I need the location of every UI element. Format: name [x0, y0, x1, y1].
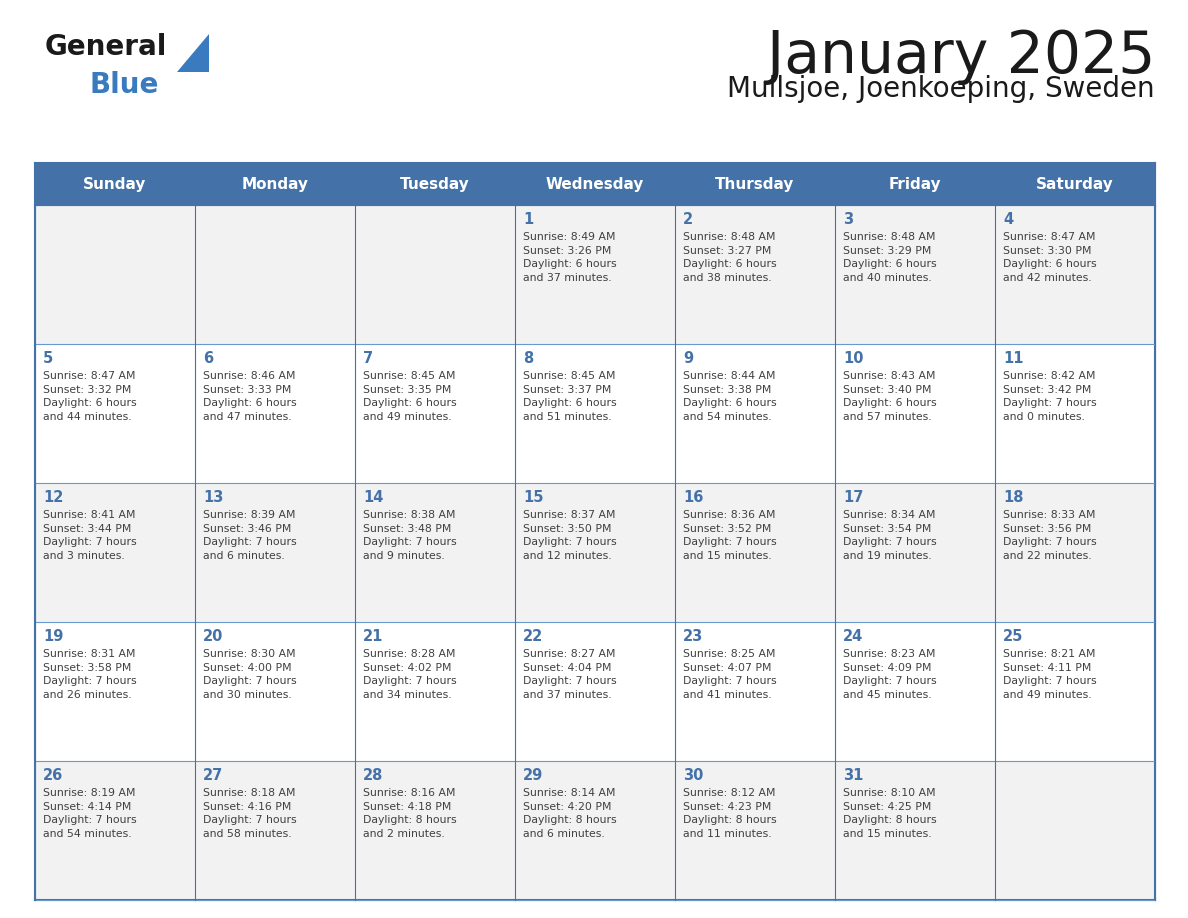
- Text: Sunrise: 8:30 AM
Sunset: 4:00 PM
Daylight: 7 hours
and 30 minutes.: Sunrise: 8:30 AM Sunset: 4:00 PM Dayligh…: [203, 649, 297, 700]
- Text: 12: 12: [43, 490, 63, 505]
- Text: 6: 6: [203, 351, 213, 366]
- Text: Sunrise: 8:44 AM
Sunset: 3:38 PM
Daylight: 6 hours
and 54 minutes.: Sunrise: 8:44 AM Sunset: 3:38 PM Dayligh…: [683, 371, 777, 421]
- Text: Sunrise: 8:39 AM
Sunset: 3:46 PM
Daylight: 7 hours
and 6 minutes.: Sunrise: 8:39 AM Sunset: 3:46 PM Dayligh…: [203, 510, 297, 561]
- Text: 23: 23: [683, 629, 703, 644]
- Text: 30: 30: [683, 768, 703, 783]
- Text: 28: 28: [364, 768, 384, 783]
- Text: 31: 31: [843, 768, 864, 783]
- Text: 26: 26: [43, 768, 63, 783]
- Text: Mullsjoe, Joenkoeping, Sweden: Mullsjoe, Joenkoeping, Sweden: [727, 75, 1155, 103]
- Text: Sunrise: 8:12 AM
Sunset: 4:23 PM
Daylight: 8 hours
and 11 minutes.: Sunrise: 8:12 AM Sunset: 4:23 PM Dayligh…: [683, 788, 777, 839]
- Text: Sunrise: 8:48 AM
Sunset: 3:27 PM
Daylight: 6 hours
and 38 minutes.: Sunrise: 8:48 AM Sunset: 3:27 PM Dayligh…: [683, 232, 777, 283]
- Text: 4: 4: [1003, 212, 1013, 227]
- Text: Sunrise: 8:45 AM
Sunset: 3:35 PM
Daylight: 6 hours
and 49 minutes.: Sunrise: 8:45 AM Sunset: 3:35 PM Dayligh…: [364, 371, 456, 421]
- Text: 21: 21: [364, 629, 384, 644]
- Text: Sunrise: 8:47 AM
Sunset: 3:30 PM
Daylight: 6 hours
and 42 minutes.: Sunrise: 8:47 AM Sunset: 3:30 PM Dayligh…: [1003, 232, 1097, 283]
- Text: Sunday: Sunday: [83, 176, 146, 192]
- Text: Sunrise: 8:31 AM
Sunset: 3:58 PM
Daylight: 7 hours
and 26 minutes.: Sunrise: 8:31 AM Sunset: 3:58 PM Dayligh…: [43, 649, 137, 700]
- Text: 5: 5: [43, 351, 53, 366]
- Text: Sunrise: 8:43 AM
Sunset: 3:40 PM
Daylight: 6 hours
and 57 minutes.: Sunrise: 8:43 AM Sunset: 3:40 PM Dayligh…: [843, 371, 936, 421]
- Text: Sunrise: 8:47 AM
Sunset: 3:32 PM
Daylight: 6 hours
and 44 minutes.: Sunrise: 8:47 AM Sunset: 3:32 PM Dayligh…: [43, 371, 137, 421]
- Text: 3: 3: [843, 212, 853, 227]
- Text: 16: 16: [683, 490, 703, 505]
- Text: Sunrise: 8:48 AM
Sunset: 3:29 PM
Daylight: 6 hours
and 40 minutes.: Sunrise: 8:48 AM Sunset: 3:29 PM Dayligh…: [843, 232, 936, 283]
- Text: Monday: Monday: [241, 176, 309, 192]
- Text: 18: 18: [1003, 490, 1024, 505]
- Text: 9: 9: [683, 351, 693, 366]
- Text: Friday: Friday: [889, 176, 941, 192]
- Text: Wednesday: Wednesday: [545, 176, 644, 192]
- Text: Sunrise: 8:41 AM
Sunset: 3:44 PM
Daylight: 7 hours
and 3 minutes.: Sunrise: 8:41 AM Sunset: 3:44 PM Dayligh…: [43, 510, 137, 561]
- Text: 2: 2: [683, 212, 693, 227]
- Text: Sunrise: 8:33 AM
Sunset: 3:56 PM
Daylight: 7 hours
and 22 minutes.: Sunrise: 8:33 AM Sunset: 3:56 PM Dayligh…: [1003, 510, 1097, 561]
- Text: 7: 7: [364, 351, 373, 366]
- Text: Sunrise: 8:21 AM
Sunset: 4:11 PM
Daylight: 7 hours
and 49 minutes.: Sunrise: 8:21 AM Sunset: 4:11 PM Dayligh…: [1003, 649, 1097, 700]
- Text: Sunrise: 8:19 AM
Sunset: 4:14 PM
Daylight: 7 hours
and 54 minutes.: Sunrise: 8:19 AM Sunset: 4:14 PM Dayligh…: [43, 788, 137, 839]
- Text: Tuesday: Tuesday: [400, 176, 470, 192]
- Bar: [34, 163, 1155, 205]
- Text: Saturday: Saturday: [1036, 176, 1114, 192]
- Text: Sunrise: 8:18 AM
Sunset: 4:16 PM
Daylight: 7 hours
and 58 minutes.: Sunrise: 8:18 AM Sunset: 4:16 PM Dayligh…: [203, 788, 297, 839]
- Text: Sunrise: 8:16 AM
Sunset: 4:18 PM
Daylight: 8 hours
and 2 minutes.: Sunrise: 8:16 AM Sunset: 4:18 PM Dayligh…: [364, 788, 456, 839]
- Text: Sunrise: 8:27 AM
Sunset: 4:04 PM
Daylight: 7 hours
and 37 minutes.: Sunrise: 8:27 AM Sunset: 4:04 PM Dayligh…: [523, 649, 617, 700]
- Text: 19: 19: [43, 629, 63, 644]
- Text: 27: 27: [203, 768, 223, 783]
- Text: Sunrise: 8:37 AM
Sunset: 3:50 PM
Daylight: 7 hours
and 12 minutes.: Sunrise: 8:37 AM Sunset: 3:50 PM Dayligh…: [523, 510, 617, 561]
- Text: Thursday: Thursday: [715, 176, 795, 192]
- Text: 15: 15: [523, 490, 543, 505]
- Text: Sunrise: 8:10 AM
Sunset: 4:25 PM
Daylight: 8 hours
and 15 minutes.: Sunrise: 8:10 AM Sunset: 4:25 PM Dayligh…: [843, 788, 936, 839]
- Text: Sunrise: 8:28 AM
Sunset: 4:02 PM
Daylight: 7 hours
and 34 minutes.: Sunrise: 8:28 AM Sunset: 4:02 PM Dayligh…: [364, 649, 456, 700]
- Bar: [34, 761, 1155, 900]
- Text: 11: 11: [1003, 351, 1024, 366]
- Bar: [34, 622, 1155, 761]
- Text: 25: 25: [1003, 629, 1023, 644]
- Text: Sunrise: 8:42 AM
Sunset: 3:42 PM
Daylight: 7 hours
and 0 minutes.: Sunrise: 8:42 AM Sunset: 3:42 PM Dayligh…: [1003, 371, 1097, 421]
- Text: Sunrise: 8:23 AM
Sunset: 4:09 PM
Daylight: 7 hours
and 45 minutes.: Sunrise: 8:23 AM Sunset: 4:09 PM Dayligh…: [843, 649, 936, 700]
- Text: 29: 29: [523, 768, 543, 783]
- Text: Sunrise: 8:14 AM
Sunset: 4:20 PM
Daylight: 8 hours
and 6 minutes.: Sunrise: 8:14 AM Sunset: 4:20 PM Dayligh…: [523, 788, 617, 839]
- Text: 22: 22: [523, 629, 543, 644]
- Text: 8: 8: [523, 351, 533, 366]
- Text: Sunrise: 8:25 AM
Sunset: 4:07 PM
Daylight: 7 hours
and 41 minutes.: Sunrise: 8:25 AM Sunset: 4:07 PM Dayligh…: [683, 649, 777, 700]
- Polygon shape: [177, 34, 209, 72]
- Text: Blue: Blue: [90, 71, 159, 99]
- Text: Sunrise: 8:45 AM
Sunset: 3:37 PM
Daylight: 6 hours
and 51 minutes.: Sunrise: 8:45 AM Sunset: 3:37 PM Dayligh…: [523, 371, 617, 421]
- Text: Sunrise: 8:49 AM
Sunset: 3:26 PM
Daylight: 6 hours
and 37 minutes.: Sunrise: 8:49 AM Sunset: 3:26 PM Dayligh…: [523, 232, 617, 283]
- Bar: [34, 483, 1155, 622]
- Text: General: General: [45, 33, 168, 61]
- Text: 10: 10: [843, 351, 864, 366]
- Text: Sunrise: 8:38 AM
Sunset: 3:48 PM
Daylight: 7 hours
and 9 minutes.: Sunrise: 8:38 AM Sunset: 3:48 PM Dayligh…: [364, 510, 456, 561]
- Text: Sunrise: 8:36 AM
Sunset: 3:52 PM
Daylight: 7 hours
and 15 minutes.: Sunrise: 8:36 AM Sunset: 3:52 PM Dayligh…: [683, 510, 777, 561]
- Text: January 2025: January 2025: [766, 28, 1155, 85]
- Text: 14: 14: [364, 490, 384, 505]
- Text: 13: 13: [203, 490, 223, 505]
- Text: 1: 1: [523, 212, 533, 227]
- Text: 20: 20: [203, 629, 223, 644]
- Text: 24: 24: [843, 629, 864, 644]
- Text: Sunrise: 8:34 AM
Sunset: 3:54 PM
Daylight: 7 hours
and 19 minutes.: Sunrise: 8:34 AM Sunset: 3:54 PM Dayligh…: [843, 510, 936, 561]
- Bar: [34, 344, 1155, 483]
- Bar: [34, 205, 1155, 344]
- Text: Sunrise: 8:46 AM
Sunset: 3:33 PM
Daylight: 6 hours
and 47 minutes.: Sunrise: 8:46 AM Sunset: 3:33 PM Dayligh…: [203, 371, 297, 421]
- Text: 17: 17: [843, 490, 864, 505]
